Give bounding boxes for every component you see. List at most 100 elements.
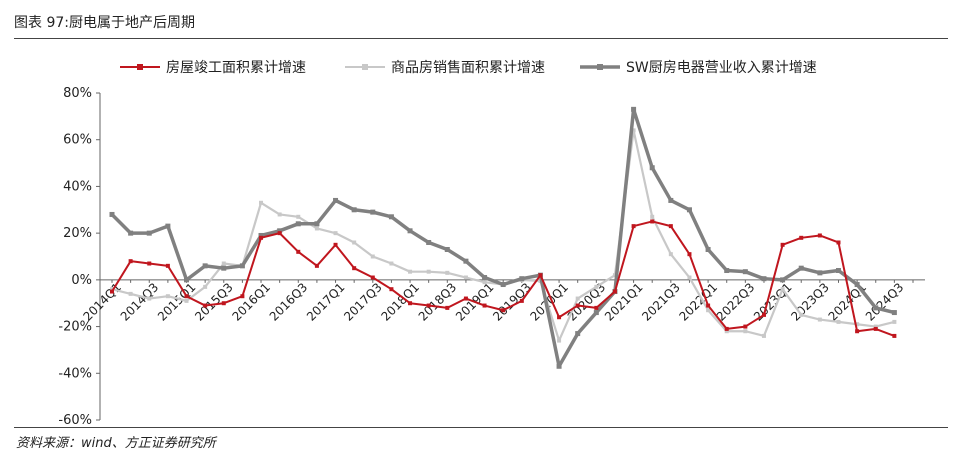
- data-point: [240, 294, 245, 299]
- data-point: [873, 324, 878, 329]
- x-tick-label: 2018Q1: [378, 280, 422, 324]
- y-tick-label: 40%: [63, 179, 92, 194]
- data-point: [388, 214, 394, 220]
- legend-item-1: 商品房销售面积累计增速: [345, 60, 545, 76]
- data-point: [631, 224, 636, 229]
- data-point: [128, 230, 134, 236]
- data-point: [724, 329, 729, 334]
- data-point: [761, 333, 766, 338]
- data-point: [333, 231, 338, 236]
- data-point: [370, 254, 375, 259]
- data-point: [780, 242, 785, 247]
- data-point: [817, 317, 822, 322]
- data-point: [426, 303, 431, 308]
- data-point: [798, 265, 804, 271]
- data-point: [668, 224, 673, 229]
- y-tick-label: 60%: [63, 133, 92, 148]
- data-point: [203, 284, 208, 289]
- data-point: [799, 312, 804, 317]
- data-point: [668, 197, 674, 203]
- data-point: [352, 266, 357, 271]
- data-point: [593, 310, 599, 316]
- data-point: [314, 226, 319, 231]
- data-point: [203, 303, 208, 308]
- source-note: 资料来源：wind、方正证券研究所: [16, 436, 216, 451]
- data-point: [557, 315, 562, 320]
- data-point: [184, 298, 189, 303]
- y-tick-label: -60%: [58, 413, 92, 428]
- data-point: [295, 221, 301, 227]
- data-point: [575, 296, 580, 301]
- data-point: [389, 287, 394, 292]
- data-point: [259, 235, 264, 240]
- data-point: [463, 258, 469, 264]
- data-point: [743, 324, 748, 329]
- data-point: [687, 252, 692, 257]
- data-point: [407, 228, 413, 234]
- data-point: [631, 106, 637, 112]
- data-point: [835, 268, 841, 274]
- y-tick-label: 20%: [63, 226, 92, 241]
- x-tick-label: 2017Q1: [304, 280, 348, 324]
- data-point: [296, 214, 301, 219]
- x-tick-label: 2017Q3: [341, 280, 385, 324]
- data-point: [761, 276, 767, 282]
- data-point: [147, 296, 152, 301]
- data-point: [444, 246, 450, 252]
- data-point: [128, 259, 133, 264]
- data-point: [408, 269, 413, 274]
- data-point: [836, 240, 841, 245]
- data-point: [482, 280, 487, 285]
- data-point: [631, 128, 636, 133]
- data-point: [705, 246, 711, 252]
- data-point: [239, 263, 245, 269]
- data-point: [668, 252, 673, 257]
- data-point: [817, 270, 823, 276]
- data-point: [333, 197, 339, 203]
- y-tick-label: -40%: [58, 366, 92, 381]
- data-point: [575, 303, 580, 308]
- data-point: [445, 270, 450, 275]
- data-point: [836, 319, 841, 324]
- data-point: [277, 212, 282, 217]
- x-tick-label: 2014Q3: [118, 280, 162, 324]
- data-point: [258, 232, 264, 238]
- legend-label: 房屋竣工面积累计增速: [166, 60, 306, 76]
- data-point: [277, 231, 282, 236]
- data-point: [780, 287, 785, 292]
- data-point: [594, 305, 599, 310]
- x-tick-label: 2021Q1: [602, 280, 646, 324]
- data-point: [445, 305, 450, 310]
- data-point: [687, 275, 692, 280]
- data-point: [501, 308, 506, 313]
- data-point: [221, 261, 226, 266]
- y-tick-label: 80%: [63, 86, 92, 101]
- data-point: [110, 287, 114, 292]
- data-point: [650, 219, 655, 224]
- data-point: [761, 312, 766, 317]
- data-point: [556, 363, 562, 369]
- data-point: [799, 235, 804, 240]
- data-point: [855, 322, 860, 327]
- data-point: [855, 329, 860, 334]
- data-point: [557, 338, 562, 343]
- x-tick-label: 2021Q3: [639, 280, 683, 324]
- data-point: [389, 261, 394, 266]
- legend-label: SW厨房电器营业收入累计增速: [626, 60, 817, 76]
- data-point: [221, 301, 226, 306]
- data-point: [165, 223, 171, 229]
- data-point: [426, 239, 432, 245]
- bottom-rule: [14, 427, 948, 428]
- data-point: [109, 211, 115, 217]
- data-point: [352, 240, 357, 245]
- data-point: [408, 301, 413, 306]
- legend-marker: [137, 64, 143, 70]
- data-point: [426, 269, 431, 274]
- data-point: [370, 209, 376, 215]
- data-point: [780, 277, 786, 283]
- data-point: [612, 289, 617, 294]
- legend-item-2: SW厨房电器营业收入累计增速: [580, 60, 817, 76]
- data-point: [482, 303, 487, 308]
- data-point: [724, 326, 729, 331]
